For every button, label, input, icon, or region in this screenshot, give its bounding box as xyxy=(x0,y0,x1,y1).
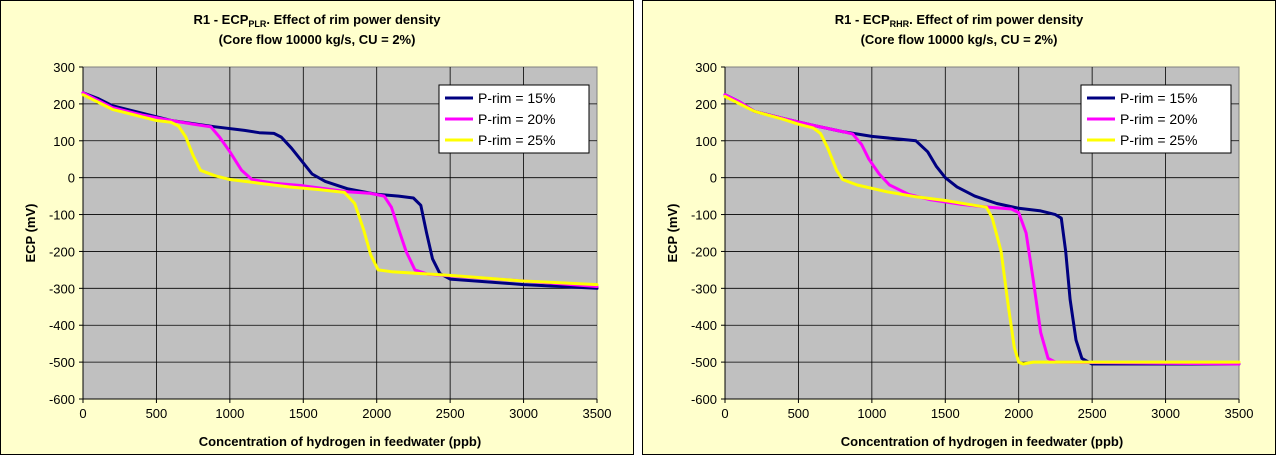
x-tick-label: 1500 xyxy=(289,406,318,421)
y-tick-label: 200 xyxy=(695,97,717,112)
y-tick-label: 0 xyxy=(710,171,717,186)
x-tick-label: 2000 xyxy=(362,406,391,421)
chart-right: R1 - ECPRHR. Effect of rim power density… xyxy=(665,12,1254,449)
x-tick-label: 3500 xyxy=(583,406,612,421)
x-tick-label: 2500 xyxy=(1078,406,1107,421)
y-tick-label: -200 xyxy=(49,244,75,259)
y-tick-label: -300 xyxy=(49,281,75,296)
y-tick-label: 300 xyxy=(695,60,717,75)
chart-title-rest: . Effect of rim power density xyxy=(266,12,441,27)
x-tick-label: 0 xyxy=(79,406,86,421)
x-tick-label: 1000 xyxy=(857,406,886,421)
x-tick-label: 3000 xyxy=(1151,406,1180,421)
y-tick-label: 100 xyxy=(53,134,75,149)
legend-label: P-rim = 20% xyxy=(1120,111,1197,127)
y-tick-label: 300 xyxy=(53,60,75,75)
chart-title-subscript: PLR xyxy=(248,19,267,29)
y-tick-label: -100 xyxy=(691,208,717,223)
legend-label: P-rim = 25% xyxy=(478,132,555,148)
chart-title-main: R1 - ECP xyxy=(194,12,249,27)
chart-subtitle: (Core flow 10000 kg/s, CU = 2%) xyxy=(219,32,416,47)
x-tick-label: 2500 xyxy=(436,406,465,421)
y-tick-label: -600 xyxy=(49,392,75,407)
x-axis-label: Concentration of hydrogen in feedwater (… xyxy=(199,434,481,449)
chart-panel-left: R1 - ECPPLR. Effect of rim power density… xyxy=(0,0,634,455)
x-axis-label: Concentration of hydrogen in feedwater (… xyxy=(841,434,1123,449)
series-line-3 xyxy=(81,93,599,287)
y-tick-label: -400 xyxy=(49,318,75,333)
legend-label: P-rim = 20% xyxy=(478,111,555,127)
chart-left: R1 - ECPPLR. Effect of rim power density… xyxy=(23,12,612,449)
y-tick-label: -100 xyxy=(49,208,75,223)
chart-title-main: R1 - ECP xyxy=(835,12,890,27)
chart-title-rest: . Effect of rim power density xyxy=(909,12,1084,27)
series-line-2 xyxy=(81,91,599,288)
x-tick-label: 3000 xyxy=(509,406,538,421)
x-tick-label: 3500 xyxy=(1225,406,1254,421)
x-tick-label: 2000 xyxy=(1004,406,1033,421)
chart-subtitle: (Core flow 10000 kg/s, CU = 2%) xyxy=(861,32,1058,47)
x-tick-label: 1500 xyxy=(931,406,960,421)
x-tick-label: 1000 xyxy=(215,406,244,421)
x-tick-label: 0 xyxy=(721,406,728,421)
legend-label: P-rim = 15% xyxy=(1120,90,1197,106)
chart-panel-right: R1 - ECPRHR. Effect of rim power density… xyxy=(642,0,1276,455)
y-tick-label: 0 xyxy=(68,171,75,186)
chart-title: R1 - ECPRHR. Effect of rim power density xyxy=(835,12,1084,29)
y-tick-label: -600 xyxy=(691,392,717,407)
y-tick-label: 100 xyxy=(695,134,717,149)
y-tick-label: -500 xyxy=(49,355,75,370)
y-axis-label: ECP (mV) xyxy=(23,204,38,263)
chart-title-subscript: RHR xyxy=(890,19,910,29)
y-axis-label: ECP (mV) xyxy=(665,204,680,263)
y-tick-label: -300 xyxy=(691,281,717,296)
series-line-3 xyxy=(723,95,1241,366)
y-tick-label: -500 xyxy=(691,355,717,370)
y-tick-label: -200 xyxy=(691,244,717,259)
chart-title: R1 - ECPPLR. Effect of rim power density xyxy=(194,12,442,29)
legend-label: P-rim = 25% xyxy=(1120,132,1197,148)
y-tick-label: 200 xyxy=(53,97,75,112)
legend-label: P-rim = 15% xyxy=(478,90,555,106)
y-tick-label: -400 xyxy=(691,318,717,333)
x-tick-label: 500 xyxy=(788,406,810,421)
x-tick-label: 500 xyxy=(146,406,168,421)
